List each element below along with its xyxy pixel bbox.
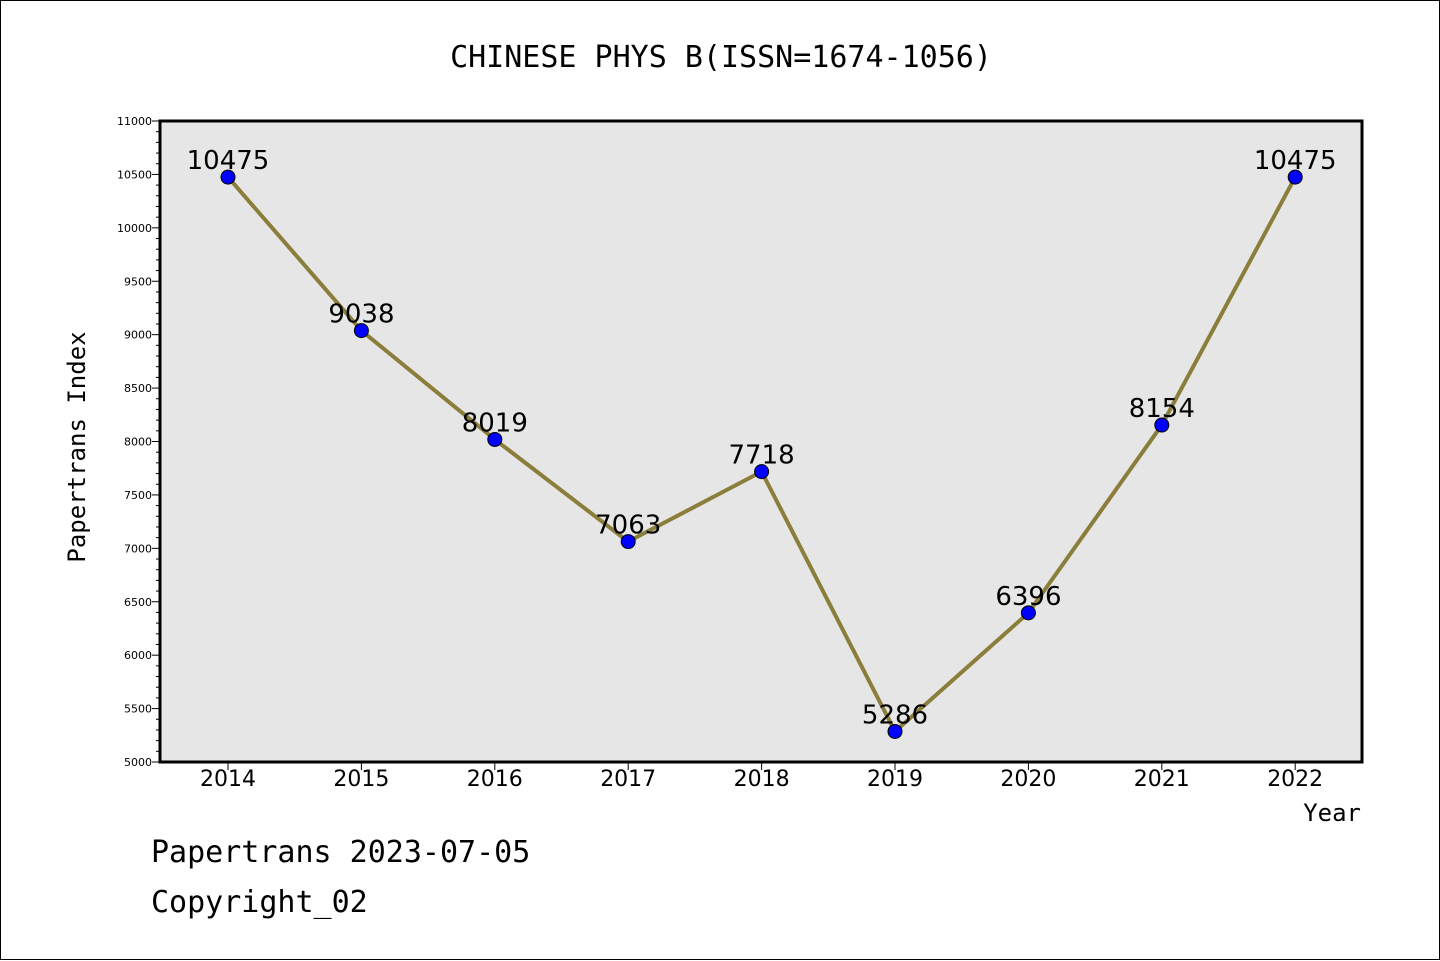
y-tick-label: 10000 xyxy=(117,222,152,235)
footer-copyright: Copyright_02 xyxy=(151,885,368,920)
x-axis: 2014 2015 2016 2017 2018 2019 2020 2021 2022 xyxy=(200,762,1323,792)
y-tick-label: 6500 xyxy=(124,596,152,609)
x-tick-label: 2018 xyxy=(734,767,790,792)
data-label: 6396 xyxy=(995,582,1061,612)
data-series xyxy=(220,169,1303,739)
y-tick-label: 8500 xyxy=(124,382,152,395)
y-tick-label: 8000 xyxy=(124,436,152,449)
y-tick-label: 6000 xyxy=(124,649,152,662)
data-point xyxy=(487,431,503,447)
data-point xyxy=(1020,605,1036,621)
y-tick-label: 5000 xyxy=(124,756,152,769)
data-point xyxy=(220,169,236,185)
data-label: 8154 xyxy=(1129,394,1195,424)
plot-area xyxy=(158,119,1364,764)
data-label: 10475 xyxy=(187,146,270,176)
y-tick-label: 9500 xyxy=(124,275,152,288)
data-point xyxy=(887,723,903,739)
data-labels: 10475 9038 8019 7063 7718 5286 6396 8154 10475 xyxy=(187,146,1337,730)
data-label: 9038 xyxy=(328,300,394,330)
data-point xyxy=(353,323,369,339)
x-tick-label: 2016 xyxy=(467,767,523,792)
y-tick-label: 7500 xyxy=(124,489,152,502)
y-axis-label: Papertrans Index xyxy=(63,331,91,562)
data-point xyxy=(1154,417,1170,433)
data-point xyxy=(754,464,770,480)
x-axis-label: Year xyxy=(1303,799,1361,827)
data-label: 10475 xyxy=(1254,146,1337,176)
x-tick-label: 2015 xyxy=(333,767,389,792)
y-tick-label: 5500 xyxy=(124,703,152,716)
data-label: 8019 xyxy=(462,408,528,438)
data-point xyxy=(1287,169,1303,185)
data-label: 7063 xyxy=(595,511,661,541)
y-tick-label: 11000 xyxy=(117,115,152,128)
chart-title: CHINESE PHYS B(ISSN=1674-1056) xyxy=(450,40,992,75)
footer-date: Papertrans 2023-07-05 xyxy=(151,835,531,870)
data-label: 7718 xyxy=(729,441,795,471)
y-tick-label: 9000 xyxy=(124,329,152,342)
y-tick-label: 7000 xyxy=(124,542,152,555)
x-tick-label: 2020 xyxy=(1000,767,1056,792)
data-label: 5286 xyxy=(862,700,928,730)
data-point xyxy=(620,534,636,550)
x-tick-label: 2022 xyxy=(1267,767,1323,792)
x-tick-label: 2021 xyxy=(1134,767,1190,792)
x-tick-label: 2019 xyxy=(867,767,923,792)
x-tick-label: 2014 xyxy=(200,767,256,792)
y-axis: 5000 5500 6000 6500 7000 7500 8000 8500 9000 9500… xyxy=(117,115,160,769)
x-tick-label: 2017 xyxy=(600,767,656,792)
y-tick-label: 10500 xyxy=(117,168,152,181)
